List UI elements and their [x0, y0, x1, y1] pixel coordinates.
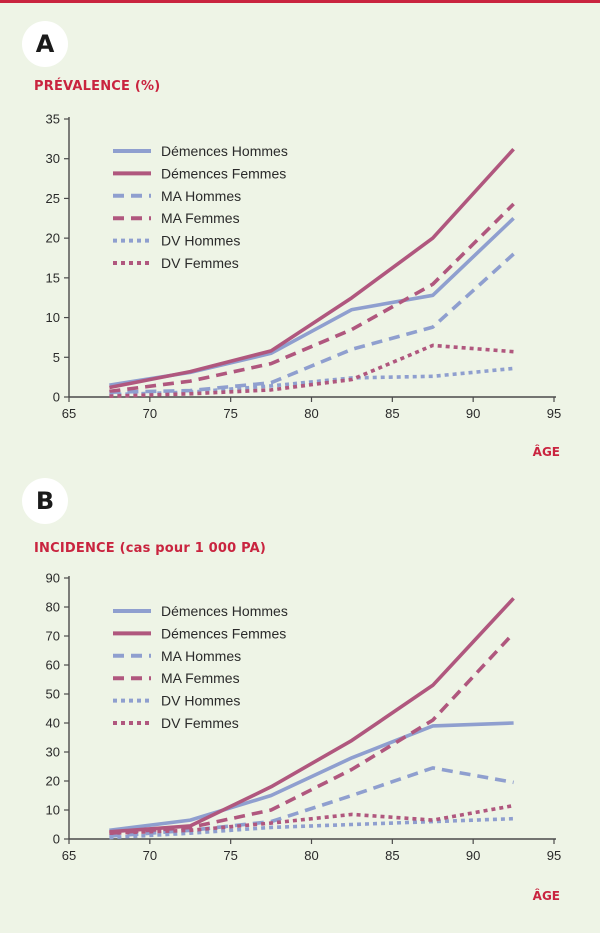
panel-a-x-tick-label: 90 [466, 406, 480, 421]
panel-a-chart: 0 5 10 15 20 25 30 35 65 70 75 80 85 90 95 ÂGE Démences … [46, 112, 562, 460]
panel-a-x-tick-label: 80 [304, 406, 318, 421]
panel-a-y-tick-label: 10 [46, 310, 60, 325]
panel-b-series-line-1 [109, 721, 514, 833]
panel-a-y-tick-label: 5 [53, 350, 60, 365]
panel-a-legend-label: MA Hommes [161, 188, 241, 204]
panel-a-series-line-6 [109, 343, 514, 398]
panel-a-y-tick-label: 15 [46, 270, 60, 285]
panel-a-series-line-2 [109, 147, 515, 390]
panel-b-x-tick-label: 70 [143, 848, 157, 863]
panel-b-badge: B [22, 478, 68, 524]
panel-a-y-axis-title: PRÉVALENCE (%) [34, 79, 161, 94]
panel-b-y-tick-label: 70 [46, 629, 60, 644]
panel-b-y-tick-label: 90 [46, 571, 60, 586]
panel-b-y-tick-label: 0 [53, 832, 60, 847]
panel-a-x-tick-label: 95 [547, 406, 561, 421]
panel-b-y-axis-title: INCIDENCE (cas pour 1 000 PA) [34, 541, 267, 556]
panel-b-x-tick-label: 90 [466, 848, 480, 863]
top-rule [0, 0, 600, 3]
panel-b-y-tick-label: 50 [46, 687, 60, 702]
panel-b-x-tick-label: 65 [62, 848, 76, 863]
panel-b-y-tick-label: 80 [46, 600, 60, 615]
panel-b-x-tick-label: 75 [223, 848, 237, 863]
panel-b-legend-label: Démences Femmes [161, 625, 286, 641]
panel-b-y-tick-label: 10 [46, 803, 60, 818]
panel-b-chart: 0 10 20 30 40 50 60 70 80 90 65 70 75 80 85 90 95 ÂGE Déme… [46, 571, 562, 904]
panel-a-x-tick-label: 75 [223, 406, 237, 421]
panel-b-legend-label: DV Hommes [161, 693, 240, 709]
panel-a-y-tick-label: 35 [46, 112, 60, 127]
panel-b-series-line-3 [109, 766, 514, 838]
panel-a-x-tick-label: 70 [143, 406, 157, 421]
panel-a-legend-label: Démences Femmes [161, 165, 286, 181]
panel-b-series-line-4 [109, 631, 515, 835]
panel-a-legend-label: DV Hommes [161, 233, 240, 249]
panel-a-legend-label: Démences Hommes [161, 143, 288, 159]
panel-b-legend-label: DV Femmes [161, 715, 239, 731]
panel-b-legend-label: MA Femmes [161, 670, 240, 686]
panel-b-y-tick-label: 20 [46, 774, 60, 789]
panel-b-y-tick-label: 30 [46, 745, 60, 760]
panel-a-x-axis-title: ÂGE [533, 444, 560, 459]
panel-b: B INCIDENCE (cas pour 1 000 PA) 0 10 20 30 4… [0, 470, 600, 933]
panel-a-legend-label: DV Femmes [161, 255, 239, 271]
panel-a-y-tick-label: 20 [46, 231, 60, 246]
panel-b-x-axis-title: ÂGE [533, 888, 560, 903]
panel-b-legend-label: MA Hommes [161, 648, 241, 664]
panel-b-x-tick-label: 85 [385, 848, 399, 863]
panel-b-x-tick-label: 95 [547, 848, 561, 863]
panel-a-series-line-3 [109, 252, 515, 394]
panel-b-y-tick-label: 60 [46, 658, 60, 673]
panel-b-x-tick-label: 80 [304, 848, 318, 863]
panel-a: A PRÉVALENCE (%) 0 5 10 15 20 25 30 35 65 70 75 80 8… [22, 21, 562, 460]
panel-a-y-tick-label: 30 [46, 151, 60, 166]
panel-a-series-line-4 [109, 202, 515, 394]
panel-b-y-tick-label: 40 [46, 716, 60, 731]
panel-a-y-tick-label: 0 [53, 390, 60, 405]
panel-a-x-tick-label: 85 [385, 406, 399, 421]
panel-b-legend-label: Démences Hommes [161, 603, 288, 619]
panel-a-badge: A [22, 21, 68, 67]
panel-a-legend-label: MA Femmes [161, 210, 240, 226]
panel-b-series-line-5 [109, 816, 514, 840]
panel-b-series-line-6 [109, 803, 514, 835]
panel-a-x-tick-label: 65 [62, 406, 76, 421]
panel-a-y-tick-label: 25 [46, 191, 60, 206]
panel-b-series-line-2 [109, 597, 515, 834]
